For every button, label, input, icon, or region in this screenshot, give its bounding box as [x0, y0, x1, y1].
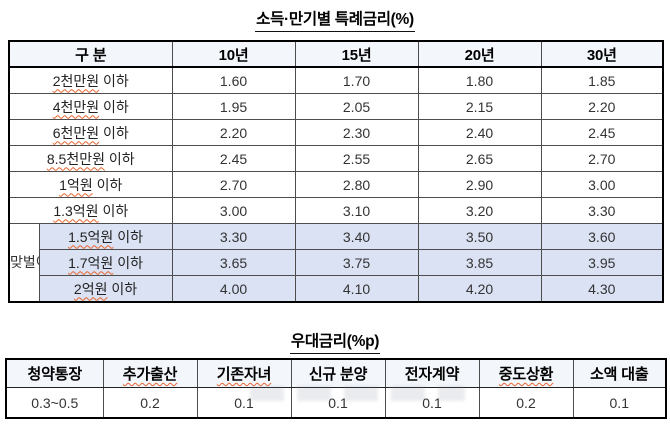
special-rates-title-row: 소득·만기별 특례금리(%) — [0, 7, 670, 32]
rate-cell: 3.85 — [417, 249, 542, 276]
rate-cell: 2.70 — [540, 145, 664, 172]
preferential-rates-title: 우대금리(%p) — [289, 329, 381, 354]
table-row: 6천만원 이하 2.20 2.30 2.40 2.45 — [8, 119, 664, 146]
column-header-subscription-account: 청약통장 — [5, 358, 104, 388]
rate-cell: 1.60 — [171, 66, 296, 94]
rate-cell: 2.90 — [417, 171, 542, 198]
rate-cell: 2.80 — [294, 171, 419, 198]
table-row: 2천만원 이하 1.60 1.70 1.80 1.85 — [8, 66, 664, 94]
rate-cell: 3.75 — [294, 249, 419, 276]
rate-cell: 2.40 — [417, 119, 542, 146]
rate-cell: 4.00 — [171, 275, 296, 303]
dual-income-group-label: 맞벌이 — [8, 223, 40, 303]
rate-cell: 1.85 — [540, 66, 664, 94]
rate-cell: 2.45 — [540, 119, 664, 146]
rate-cell: 0.1 — [196, 387, 292, 419]
table-row: 1.3억원 이하 3.00 3.10 3.20 3.30 — [8, 197, 664, 224]
rate-cell: 0.1 — [572, 387, 667, 419]
rate-cell: 3.50 — [417, 223, 542, 250]
rate-cell: 2.30 — [294, 119, 419, 146]
rate-cell: 2.65 — [417, 145, 542, 172]
rate-cell: 2.20 — [540, 93, 664, 120]
column-header-20yr: 20년 — [417, 40, 542, 68]
rate-cell: 4.30 — [540, 275, 664, 303]
preferential-rates-table: 청약통장 추가출산 기존자녀 신규 분양 전자계약 중도상환 소액 대출 0.3… — [5, 358, 667, 419]
preferential-values-row: 0.3~0.5 0.2 0.1 0.1 0.1 0.2 0.1 — [5, 387, 667, 419]
rate-cell: 3.20 — [417, 197, 542, 224]
income-bracket-label: 1.5억원 이하 — [38, 223, 173, 250]
rate-cell: 3.30 — [171, 223, 296, 250]
preferential-header-row: 청약통장 추가출산 기존자녀 신규 분양 전자계약 중도상환 소액 대출 — [5, 358, 667, 388]
income-bracket-label: 8.5천만원 이하 — [8, 145, 173, 172]
rate-cell: 1.70 — [294, 66, 419, 94]
income-bracket-label: 2억원 이하 — [38, 275, 173, 303]
table-row-dual-income: 2억원 이하 4.00 4.10 4.20 4.30 — [9, 275, 664, 303]
rate-cell: 3.00 — [540, 171, 664, 198]
income-bracket-label: 1억원 이하 — [8, 171, 173, 198]
rate-cell: 3.65 — [171, 249, 296, 276]
rate-cell: 3.10 — [294, 197, 419, 224]
rate-cell: 4.10 — [294, 275, 419, 303]
table-row: 4천만원 이하 1.95 2.05 2.15 2.20 — [8, 93, 664, 120]
income-bracket-label: 1.7억원 이하 — [38, 249, 173, 276]
column-header-category: 구 분 — [8, 40, 173, 68]
column-header-10yr: 10년 — [171, 40, 296, 68]
column-header-early-repayment: 중도상환 — [478, 358, 574, 388]
rate-cell: 0.3~0.5 — [5, 387, 104, 419]
income-bracket-label: 1.3억원 이하 — [8, 197, 173, 224]
rate-cell: 3.40 — [294, 223, 419, 250]
rate-cell: 0.2 — [102, 387, 198, 419]
rate-cell: 3.30 — [540, 197, 664, 224]
special-rates-header-row: 구 분 10년 15년 20년 30년 — [8, 40, 664, 68]
income-bracket-label: 4천만원 이하 — [8, 93, 173, 120]
column-header-new-sale: 신규 분양 — [290, 358, 386, 388]
rate-cell: 1.95 — [171, 93, 296, 120]
column-header-15yr: 15년 — [294, 40, 419, 68]
table-row: 8.5천만원 이하 2.45 2.55 2.65 2.70 — [8, 145, 664, 172]
preferential-rates-title-row: 우대금리(%p) — [0, 329, 670, 354]
table-row-dual-income: 맞벌이 1.5억원 이하 3.30 3.40 3.50 3.60 — [8, 223, 664, 303]
rate-cell: 3.00 — [171, 197, 296, 224]
rate-cell: 4.20 — [417, 275, 542, 303]
table-row: 1억원 이하 2.70 2.80 2.90 3.00 — [8, 171, 664, 198]
rate-cell: 3.95 — [540, 249, 664, 276]
income-bracket-label: 6천만원 이하 — [8, 119, 173, 146]
rate-cell: 2.05 — [294, 93, 419, 120]
rate-cell: 0.1 — [290, 387, 386, 419]
special-rates-title: 소득·만기별 특례금리(%) — [255, 7, 415, 32]
rate-cell: 2.45 — [171, 145, 296, 172]
rate-cell: 2.55 — [294, 145, 419, 172]
income-bracket-label: 2천만원 이하 — [8, 66, 173, 94]
rate-cell: 2.15 — [417, 93, 542, 120]
rate-cell: 1.80 — [417, 66, 542, 94]
rate-cell: 3.60 — [540, 223, 664, 250]
rate-cell: 2.20 — [171, 119, 296, 146]
table-row-dual-income: 1.7억원 이하 3.65 3.75 3.85 3.95 — [9, 249, 664, 276]
column-header-e-contract: 전자계약 — [384, 358, 480, 388]
rate-cell: 2.70 — [171, 171, 296, 198]
special-rates-table: 구 분 10년 15년 20년 30년 2천만원 이하 1.60 1.70 1.… — [8, 40, 665, 303]
column-header-30yr: 30년 — [540, 40, 664, 68]
column-header-additional-birth: 추가출산 — [102, 358, 198, 388]
column-header-small-loan: 소액 대출 — [572, 358, 667, 388]
rate-cell: 0.1 — [384, 387, 480, 419]
column-header-existing-children: 기존자녀 — [196, 358, 292, 388]
rate-cell: 0.2 — [478, 387, 574, 419]
